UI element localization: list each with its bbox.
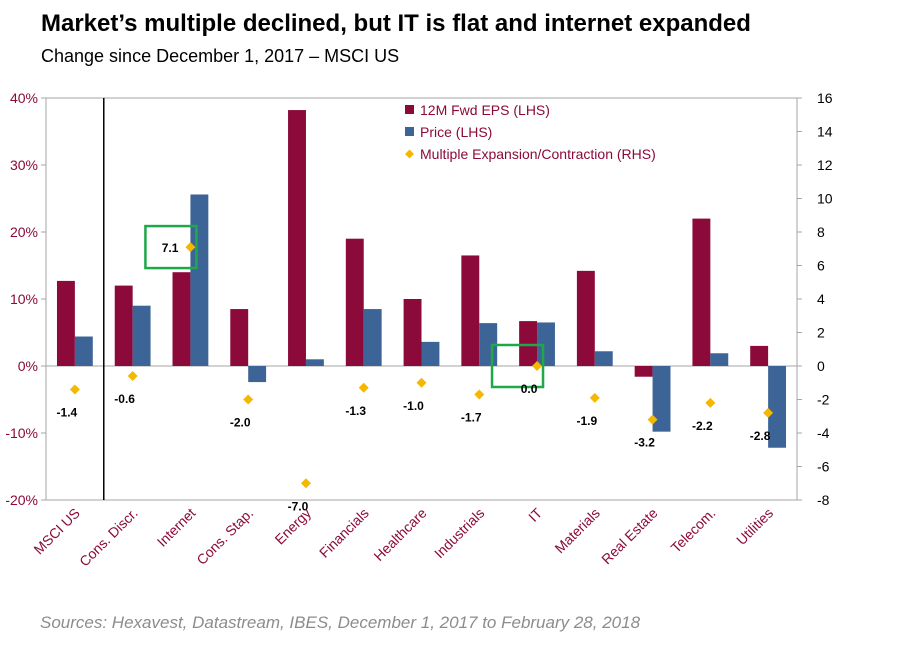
chart-title: Market’s multiple declined, but IT is fl…	[41, 10, 751, 37]
price-bar	[74, 336, 93, 366]
legend-label-eps: 12M Fwd EPS (LHS)	[420, 102, 550, 118]
legend-swatch-price	[405, 127, 414, 136]
price-bar	[768, 366, 787, 448]
category-label: Industrials	[431, 505, 487, 561]
eps-bar	[172, 272, 191, 366]
highlight-box	[144, 224, 198, 270]
category-label: Cons. Stap.	[193, 505, 256, 568]
right-axis-tick-label: 6	[817, 258, 825, 274]
price-bar	[305, 359, 324, 366]
eps-bar	[56, 280, 75, 366]
multiple-marker	[416, 377, 427, 388]
multiple-data-label: -3.2	[634, 436, 655, 450]
multiple-marker	[705, 397, 716, 408]
category-label: Real Estate	[598, 505, 661, 568]
right-axis-tick-label: 16	[817, 90, 833, 106]
right-axis-tick-label: 8	[817, 224, 825, 240]
left-axis-tick-label: 20%	[10, 224, 38, 240]
multiple-data-label: -1.3	[345, 404, 366, 418]
price-bar	[594, 351, 613, 366]
right-axis-tick-label: 10	[817, 191, 833, 207]
price-bar	[248, 366, 267, 383]
multiple-data-label: -1.4	[57, 405, 78, 419]
multiple-marker	[589, 392, 600, 403]
left-axis-tick-label: 40%	[10, 90, 38, 106]
eps-bar	[114, 285, 133, 366]
multiple-data-label: 0.0	[521, 382, 538, 396]
category-label: Utilities	[733, 505, 776, 548]
legend-label-price: Price (LHS)	[420, 124, 492, 140]
legend-swatch-eps	[405, 105, 414, 114]
right-axis-tick-label: 2	[817, 325, 825, 341]
multiple-marker	[358, 382, 369, 393]
right-axis-tick-label: -8	[817, 492, 830, 508]
category-label: MSCI US	[30, 505, 83, 558]
left-axis-tick-label: 30%	[10, 157, 38, 173]
category-label: Telecom.	[668, 505, 719, 556]
right-axis-tick-label: 0	[817, 358, 825, 374]
multiple-data-label: -1.0	[403, 399, 424, 413]
category-label: Materials	[551, 505, 602, 556]
left-axis-tick-label: -10%	[5, 425, 38, 441]
chart-subtitle: Change since December 1, 2017 – MSCI US	[41, 46, 400, 66]
eps-bar	[692, 218, 711, 366]
category-label: Internet	[154, 505, 199, 550]
eps-bar	[750, 345, 769, 366]
multiple-data-label: -2.0	[230, 416, 251, 430]
source-note: Sources: Hexavest, Datastream, IBES, Dec…	[40, 613, 641, 632]
multiple-marker	[185, 242, 196, 253]
multiple-marker	[532, 361, 543, 371]
multiple-marker	[69, 384, 80, 395]
right-axis-tick-label: -2	[817, 392, 830, 408]
category-label: IT	[525, 504, 545, 524]
eps-bar	[230, 309, 249, 366]
multiple-marker	[243, 394, 254, 405]
left-axis-tick-label: 10%	[10, 291, 38, 307]
multiple-marker	[763, 407, 774, 418]
price-bar	[132, 305, 151, 366]
multiple-marker	[647, 414, 658, 425]
legend-label-multiple: Multiple Expansion/Contraction (RHS)	[420, 146, 656, 162]
price-bar	[363, 309, 382, 366]
category-label: Cons. Discr.	[76, 505, 141, 570]
eps-bar	[288, 110, 306, 366]
multiple-data-label: -2.8	[750, 429, 771, 443]
price-bar	[652, 366, 671, 432]
multiple-data-label: 7.1	[162, 241, 179, 255]
price-bar	[190, 194, 209, 366]
price-bar	[537, 322, 555, 366]
right-axis-tick-label: -4	[817, 425, 830, 441]
multiple-marker	[127, 371, 138, 382]
highlight-box	[490, 343, 545, 389]
category-label: Healthcare	[370, 505, 429, 564]
eps-bar	[576, 270, 595, 366]
eps-bar	[519, 321, 538, 366]
price-bar	[710, 353, 729, 366]
multiple-data-label: -2.2	[692, 419, 713, 433]
eps-bar	[461, 255, 480, 366]
right-axis-tick-label: -6	[817, 459, 830, 475]
multiple-data-label: -0.6	[114, 392, 135, 406]
eps-bar	[345, 238, 364, 366]
multiple-data-label: -7.0	[288, 499, 309, 513]
multiple-marker	[300, 478, 311, 489]
left-axis-tick-label: -20%	[5, 492, 38, 508]
eps-bar	[634, 366, 653, 377]
eps-bar	[403, 299, 422, 366]
legend-swatch-multiple	[405, 149, 414, 159]
right-axis-tick-label: 4	[817, 291, 825, 307]
category-label: Financials	[316, 505, 372, 561]
multiple-data-label: -1.9	[576, 414, 597, 428]
multiple-data-label: -1.7	[461, 410, 482, 424]
right-axis-tick-label: 14	[817, 124, 833, 140]
right-axis-tick-label: 12	[817, 157, 833, 173]
left-axis-tick-label: 0%	[18, 358, 38, 374]
multiple-marker	[474, 389, 485, 400]
price-bar	[421, 341, 440, 366]
